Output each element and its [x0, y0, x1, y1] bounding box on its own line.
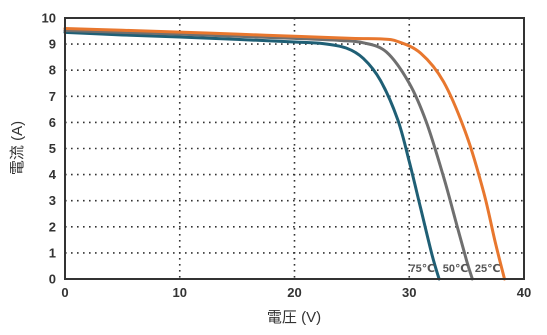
- y-tick-label-5: 5: [49, 141, 56, 156]
- x-tick-label-10: 10: [173, 285, 187, 300]
- y-tick-label-10: 10: [42, 11, 56, 26]
- x-tick-label-20: 20: [287, 285, 301, 300]
- x-tick-label-30: 30: [402, 285, 416, 300]
- series-line-2: [65, 31, 472, 279]
- series-layer: [65, 28, 504, 279]
- series-line-1: [65, 32, 439, 279]
- series-label-1: 75℃: [410, 263, 436, 275]
- x-axis-title: 電圧 (V): [267, 309, 321, 326]
- y-tick-label-6: 6: [49, 115, 56, 130]
- grid-layer: [65, 18, 524, 279]
- y-tick-label-0: 0: [49, 272, 56, 287]
- y-tick-label-4: 4: [49, 167, 57, 182]
- x-tick-label-40: 40: [517, 285, 531, 300]
- y-tick-label-1: 1: [49, 245, 56, 260]
- y-tick-label-2: 2: [49, 219, 56, 234]
- series-line-3: [65, 28, 504, 279]
- series-label-3: 25℃: [475, 263, 501, 275]
- y-tick-label-7: 7: [49, 89, 56, 104]
- y-tick-label-3: 3: [49, 193, 56, 208]
- x-tick-label-0: 0: [61, 285, 68, 300]
- tick-layer: 0 1 2 3 4 5 6 7 8 9 10 0 10 20 30 40: [42, 11, 532, 301]
- series-label-2: 50℃: [443, 263, 469, 275]
- y-axis-title: 電流 (A): [9, 121, 26, 175]
- y-tick-label-8: 8: [49, 63, 56, 78]
- label-layer: 75℃ 50℃ 25℃: [410, 263, 501, 275]
- y-tick-label-9: 9: [49, 37, 56, 52]
